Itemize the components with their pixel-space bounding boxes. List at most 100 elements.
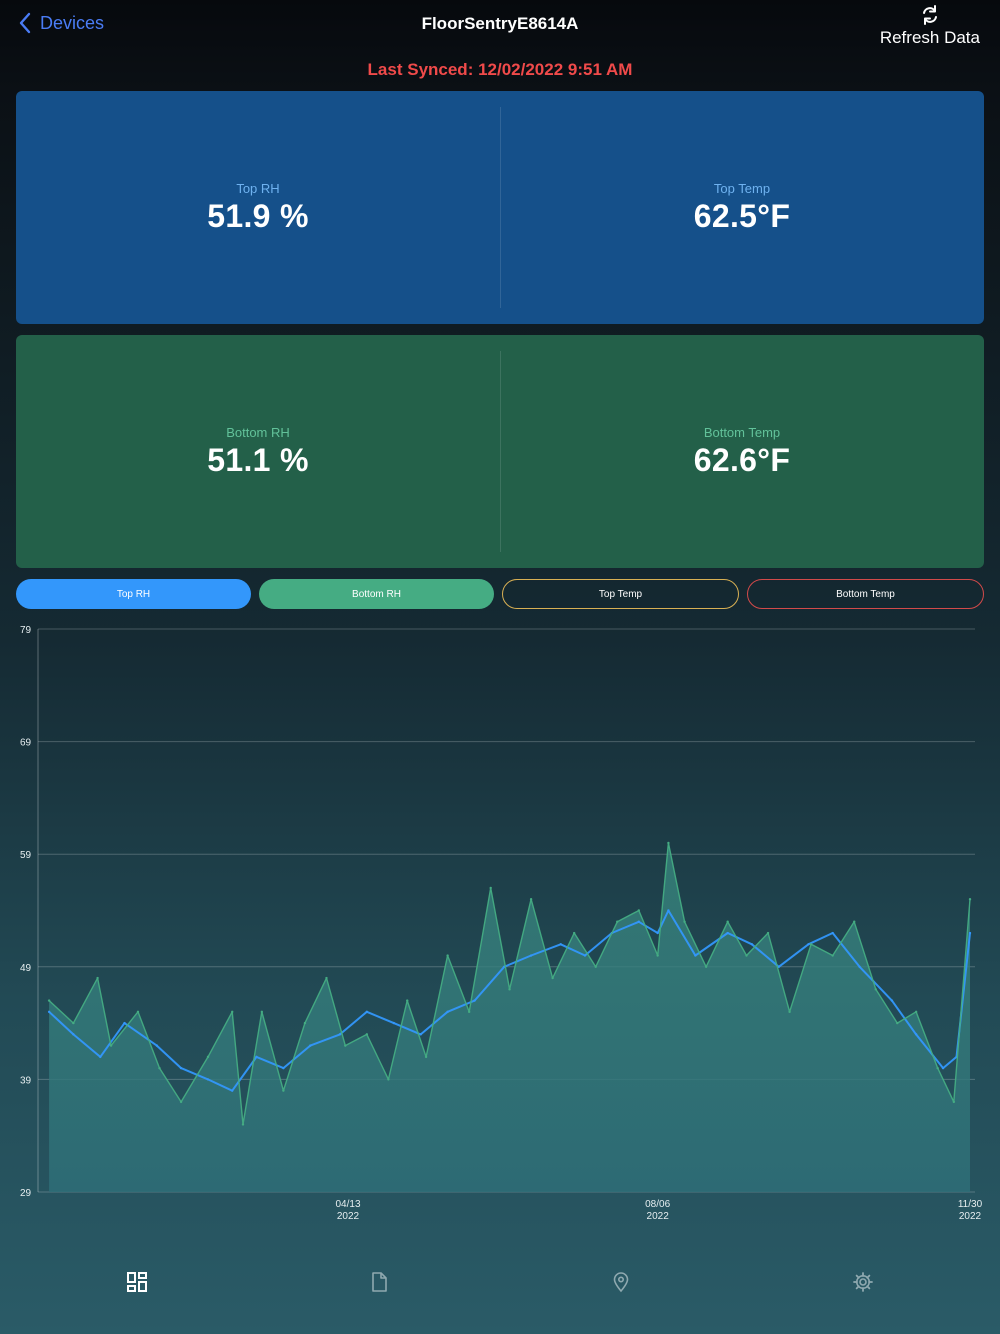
top-rh-point bbox=[559, 943, 562, 946]
bottom-rh-point bbox=[936, 1066, 939, 1070]
bottom-rh-point bbox=[572, 931, 576, 935]
bottom-rh-point bbox=[667, 841, 670, 845]
bottom-temp-label: Bottom Temp bbox=[703, 424, 781, 440]
top-rh-point bbox=[155, 1044, 159, 1047]
top-rh-point bbox=[529, 954, 533, 957]
bottom-rh-point bbox=[282, 1089, 285, 1092]
y-tick-label: 79 bbox=[20, 625, 32, 636]
bottom-rh-point bbox=[726, 920, 729, 923]
top-rh-point bbox=[750, 943, 754, 946]
filter-bottom-temp-button[interactable]: Bottom Temp bbox=[747, 579, 984, 609]
top-rh-point bbox=[255, 1055, 258, 1059]
bottom-rh-value: 51.1 % bbox=[207, 441, 309, 478]
bottom-rh-point bbox=[637, 909, 641, 912]
top-rh-point bbox=[419, 1033, 422, 1036]
bottom-rh-point bbox=[914, 1010, 918, 1014]
top-rh-point bbox=[47, 1010, 51, 1014]
top-rh-point bbox=[99, 1055, 102, 1059]
bottom-rh-point bbox=[303, 1021, 307, 1025]
top-rh-point bbox=[807, 943, 810, 946]
bottom-rh-point bbox=[831, 954, 834, 957]
top-rh-point bbox=[914, 1033, 918, 1036]
chevron-left-icon bbox=[19, 12, 31, 34]
bottom-rh-point bbox=[788, 1010, 791, 1014]
bottom-rh-point bbox=[656, 954, 659, 957]
bottom-rh-reading: Bottom RH 51.1 % bbox=[16, 335, 500, 568]
top-rh-point bbox=[282, 1066, 285, 1070]
bottom-rh-point bbox=[241, 1123, 245, 1126]
top-rh-point bbox=[777, 965, 781, 968]
bottom-rh-point bbox=[594, 965, 597, 968]
navigation-bar: Devices FloorSentryE8614A Refresh Data bbox=[0, 0, 1000, 56]
bottom-rh-point bbox=[72, 1021, 75, 1025]
y-tick-label: 29 bbox=[20, 1188, 32, 1199]
top-rh-point bbox=[72, 1033, 75, 1036]
top-readings-card: Top RH 51.9 % Top Temp 62.5°F bbox=[16, 91, 984, 324]
bottom-temp-reading: Bottom Temp 62.6°F bbox=[500, 335, 984, 568]
bottom-rh-point bbox=[424, 1055, 428, 1059]
filter-top-temp-button[interactable]: Top Temp bbox=[502, 579, 739, 609]
top-rh-point bbox=[365, 1010, 369, 1014]
top-rh-point bbox=[941, 1066, 945, 1070]
bottom-rh-point bbox=[406, 999, 409, 1002]
top-rh-point bbox=[446, 1010, 449, 1014]
back-button[interactable]: Devices bbox=[18, 12, 104, 34]
y-tick-label: 49 bbox=[20, 963, 32, 974]
bottom-rh-point bbox=[766, 931, 770, 935]
bottom-rh-point bbox=[683, 920, 686, 923]
bottom-rh-point bbox=[260, 1010, 264, 1014]
bottom-rh-point bbox=[489, 886, 492, 890]
bottom-rh-point bbox=[344, 1044, 347, 1047]
bottom-rh-point bbox=[158, 1066, 161, 1070]
tab-settings[interactable] bbox=[843, 1262, 883, 1302]
bottom-rh-point bbox=[952, 1100, 956, 1104]
back-label: Devices bbox=[40, 12, 105, 33]
top-rh-point bbox=[123, 1021, 126, 1025]
tab-dashboard[interactable] bbox=[117, 1262, 157, 1302]
tab-location[interactable] bbox=[601, 1262, 641, 1302]
bottom-rh-point bbox=[551, 976, 554, 980]
bottom-rh-point bbox=[874, 988, 877, 991]
bottom-rh-point bbox=[616, 920, 619, 923]
bottom-rh-point bbox=[47, 999, 51, 1002]
top-rh-value: 51.9 % bbox=[207, 197, 309, 234]
filter-top-rh-button[interactable]: Top RH bbox=[16, 579, 251, 609]
refresh-data-button[interactable]: Refresh Data bbox=[880, 4, 980, 48]
page-title: FloorSentryE8614A bbox=[421, 14, 579, 33]
bottom-temp-value: 62.6°F bbox=[693, 441, 791, 478]
bottom-rh-point bbox=[136, 1010, 140, 1014]
tab-reports[interactable] bbox=[359, 1262, 399, 1302]
series-filter-bar: Top RH Bottom RH Top Temp Bottom Temp bbox=[16, 579, 984, 609]
top-rh-reading: Top RH 51.9 % bbox=[16, 91, 500, 324]
bottom-rh-point bbox=[508, 988, 511, 991]
gear-icon bbox=[853, 1272, 873, 1292]
refresh-label: Refresh Data bbox=[879, 28, 980, 47]
top-rh-point bbox=[667, 909, 670, 912]
bottom-rh-point bbox=[231, 1010, 234, 1014]
top-rh-point bbox=[338, 1033, 342, 1036]
bottom-readings-card: Bottom RH 51.1 % Bottom Temp 62.6°F bbox=[16, 335, 984, 568]
bottom-rh-point bbox=[446, 954, 449, 957]
history-chart[interactable]: 79 69 59 49 39 29 04/13 2022 08/06 2022 11/30 2022 bbox=[0, 615, 1000, 1230]
bottom-rh-point bbox=[387, 1078, 390, 1081]
last-synced-text: Last Synced: 12/02/2022 9:51 AM bbox=[367, 60, 633, 79]
top-rh-point bbox=[583, 954, 587, 957]
bottom-rh-line bbox=[48, 842, 971, 1126]
top-temp-value: 62.5°F bbox=[693, 197, 791, 234]
filter-bottom-rh-button[interactable]: Bottom RH bbox=[259, 579, 494, 609]
bottom-rh-point bbox=[325, 976, 328, 980]
top-rh-point bbox=[890, 999, 894, 1002]
top-rh-point bbox=[179, 1066, 183, 1070]
top-rh-point bbox=[694, 954, 697, 957]
top-rh-point bbox=[231, 1089, 234, 1092]
y-tick-label: 69 bbox=[20, 738, 32, 749]
bottom-rh-point bbox=[365, 1033, 369, 1036]
top-rh-point bbox=[858, 965, 861, 968]
top-rh-point bbox=[637, 920, 641, 923]
card-divider bbox=[500, 351, 501, 552]
bottom-rh-point bbox=[179, 1100, 183, 1104]
bottom-rh-point bbox=[745, 954, 748, 957]
top-rh-point bbox=[473, 999, 476, 1002]
top-rh-point bbox=[392, 1021, 395, 1025]
bottom-rh-point bbox=[109, 1044, 113, 1047]
